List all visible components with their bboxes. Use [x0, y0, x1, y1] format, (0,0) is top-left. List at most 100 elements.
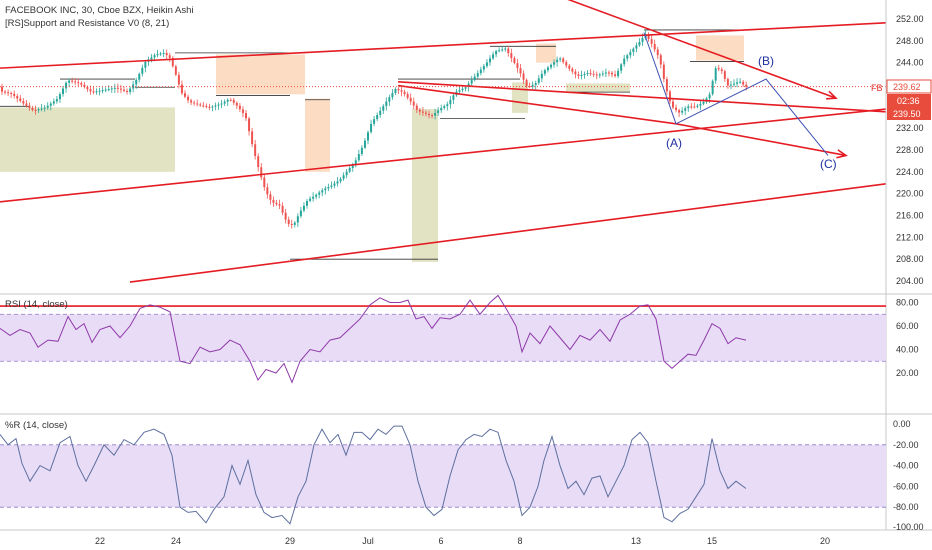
candle-body-78 — [238, 105, 241, 110]
candle-body-143 — [437, 110, 440, 113]
candle-body-151 — [461, 88, 464, 91]
candle-body-28 — [86, 86, 89, 90]
trendline-5 — [0, 108, 887, 203]
candle-body-145 — [443, 106, 446, 108]
trendlines-group — [0, 0, 887, 283]
candle-body-44 — [135, 79, 138, 85]
indicator-title: [RS]Support and Resistance V0 (8, 21) — [5, 18, 169, 29]
candle-body-95 — [290, 224, 293, 226]
candle-body-10 — [31, 107, 34, 110]
wr-tick-label: 0.00 — [893, 419, 911, 429]
candle-body-193 — [589, 73, 592, 75]
time-tick-label: 29 — [285, 536, 295, 546]
candle-body-177 — [540, 73, 543, 79]
candle-body-169 — [516, 63, 519, 69]
candle-body-123 — [376, 114, 379, 120]
candle-body-42 — [129, 88, 132, 92]
candle-body-222 — [678, 110, 681, 113]
candle-body-188 — [574, 71, 577, 75]
candle-body-141 — [431, 115, 434, 117]
candle-body-103 — [315, 194, 318, 197]
candle-body-220 — [672, 101, 674, 108]
candle-body-152 — [464, 87, 467, 89]
candle-body-18 — [55, 99, 58, 102]
rsi-pane — [0, 294, 886, 384]
candle-body-171 — [522, 73, 525, 80]
candle-body-7 — [22, 101, 25, 104]
candle-body-27 — [83, 84, 86, 87]
candle-body-54 — [165, 52, 168, 56]
candle-body-31 — [95, 91, 98, 93]
wave-label-c: (C) — [820, 157, 837, 171]
candle-body-213 — [650, 39, 653, 44]
candle-body-202 — [617, 70, 620, 77]
candle-body-197 — [601, 73, 604, 75]
wr-tick-label: -20.00 — [893, 440, 919, 450]
candle-body-67 — [205, 106, 208, 108]
candle-body-22 — [68, 80, 71, 83]
candle-body-20 — [62, 88, 64, 95]
candle-body-225 — [687, 106, 690, 109]
candle-body-86 — [263, 177, 266, 188]
candle-body-165 — [504, 48, 507, 50]
candle-body-191 — [583, 74, 586, 76]
wave-projection-line — [643, 32, 829, 156]
candle-body-154 — [470, 80, 473, 84]
candle-body-57 — [174, 66, 177, 75]
candle-body-119 — [363, 140, 366, 148]
candle-body-34 — [104, 89, 107, 91]
candle-body-136 — [415, 105, 418, 110]
candle-body-56 — [171, 58, 174, 67]
candle-body-121 — [370, 123, 373, 133]
candle-body-26 — [80, 83, 83, 85]
candle-body-40 — [123, 89, 125, 91]
candle-body-65 — [199, 104, 202, 106]
candle-body-234 — [714, 68, 717, 81]
candle-body-167 — [510, 53, 513, 59]
candle-body-198 — [604, 72, 607, 74]
candle-body-74 — [226, 99, 229, 102]
candle-body-144 — [440, 108, 443, 111]
candle-body-175 — [534, 83, 537, 85]
wr-tick-label: -40.00 — [893, 461, 919, 471]
candle-body-111 — [339, 178, 342, 182]
candle-body-186 — [568, 65, 571, 69]
candle-body-215 — [656, 49, 659, 56]
candle-body-117 — [357, 154, 360, 161]
candle-body-235 — [717, 68, 720, 70]
candle-body-184 — [562, 58, 565, 63]
candle-body-90 — [275, 202, 278, 205]
candle-body-35 — [107, 89, 110, 91]
time-tick-label: 20 — [820, 536, 830, 546]
resistance-zone-0 — [216, 54, 305, 95]
time-tick-label: 22 — [95, 536, 105, 546]
candle-body-9 — [28, 105, 31, 108]
candle-body-66 — [202, 105, 205, 107]
price-tick-label: 208.00 — [896, 254, 924, 264]
candle-body-100 — [306, 201, 308, 206]
candle-body-207 — [632, 48, 635, 52]
candle-body-118 — [360, 147, 363, 154]
time-tick-label: 15 — [707, 536, 717, 546]
candle-body-208 — [635, 45, 638, 49]
candle-body-107 — [327, 186, 330, 189]
candle-body-63 — [193, 102, 196, 104]
candle-body-217 — [662, 64, 665, 79]
candle-body-233 — [711, 80, 714, 95]
candle-body-170 — [519, 68, 522, 74]
candle-body-29 — [89, 89, 92, 92]
candle-body-110 — [336, 181, 339, 184]
candle-body-49 — [150, 57, 153, 60]
price-tag-symbol: FB — [871, 83, 883, 93]
time-tick-label: 13 — [631, 536, 641, 546]
candle-body-5 — [16, 96, 19, 99]
candle-body-41 — [126, 90, 129, 92]
wave-label-a: (A) — [666, 136, 682, 150]
candle-body-30 — [92, 91, 95, 93]
rsi-tick-label: 80.00 — [896, 298, 919, 308]
candle-body-91 — [278, 204, 281, 206]
candle-body-94 — [287, 219, 290, 225]
candle-body-216 — [659, 55, 662, 65]
trendline-0 — [0, 22, 887, 69]
time-tick-label: 6 — [438, 536, 443, 546]
